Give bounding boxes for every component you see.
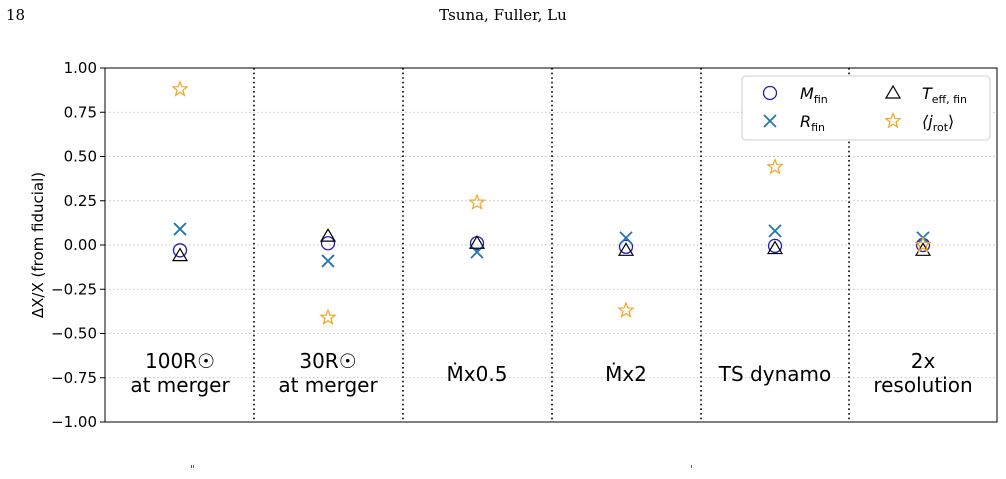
legend-box (741, 75, 991, 141)
data-point-T-eff-fin (766, 240, 784, 255)
page-number: 18 (6, 6, 26, 24)
data-point-R-fin (619, 231, 633, 245)
y-axis-label: ΔX/X (from fiducial) (29, 172, 47, 318)
category-label: 2x (911, 349, 936, 373)
data-point-T-eff-fin (319, 227, 337, 242)
y-tick-label: 1.00 (64, 59, 97, 77)
page-header: 18 Tsuna, Fuller, Lu (0, 6, 1006, 26)
y-tick-label: −0.50 (51, 325, 97, 343)
legend-marker-T-eff-fin (884, 84, 902, 99)
data-point-M-fin (618, 239, 634, 254)
legend-marker-R-fin (763, 114, 777, 128)
y-tick-label: 0.75 (64, 103, 97, 121)
y-tick-label: −0.25 (51, 280, 97, 298)
data-point-T-eff-fin (468, 235, 486, 249)
data-point-j-rot (171, 80, 189, 97)
footer-mark-right: ' (690, 463, 694, 476)
y-tick-label: 0.00 (64, 236, 97, 254)
category-label: at merger (130, 373, 230, 397)
running-head: Tsuna, Fuller, Lu (439, 6, 567, 24)
category-label: at merger (278, 373, 378, 397)
category-label: 30R☉ (299, 349, 356, 373)
legend-label-R-fin: Rfin (800, 112, 825, 134)
category-label: resolution (873, 373, 972, 397)
legend-marker-M-fin (762, 85, 778, 101)
category-label: Ṁx0.5 (447, 362, 508, 386)
category-label: Ṁx2 (605, 362, 647, 386)
data-point-M-fin (172, 243, 188, 258)
y-tick-label: 0.25 (64, 192, 97, 210)
data-point-j-rot (319, 308, 337, 326)
data-point-T-eff-fin (617, 242, 635, 256)
data-point-M-fin (320, 236, 336, 251)
data-point-M-fin (767, 238, 783, 254)
data-point-T-eff-fin (171, 247, 189, 262)
legend-label-j-rot: ⟨jrot⟩ (922, 112, 954, 134)
data-point-j-rot (766, 157, 784, 175)
category-label: 100R☉ (145, 349, 215, 373)
y-tick-label: −1.00 (51, 413, 97, 431)
footer-mark-left: " (190, 463, 196, 476)
legend-label-T-eff-fin: Teff, fin (922, 84, 967, 106)
category-label: TS dynamo (718, 362, 831, 386)
y-tick-label: 0.50 (64, 148, 97, 166)
data-point-j-rot (617, 301, 635, 318)
data-point-R-fin (173, 222, 187, 236)
data-point-j-rot (914, 235, 932, 253)
y-tick-label: −0.75 (51, 369, 97, 387)
legend-marker-j-rot (884, 111, 902, 129)
data-point-R-fin (321, 254, 335, 268)
legend-label-M-fin: Mfin (800, 84, 828, 106)
data-point-j-rot (468, 193, 486, 210)
data-point-R-fin (768, 224, 782, 238)
